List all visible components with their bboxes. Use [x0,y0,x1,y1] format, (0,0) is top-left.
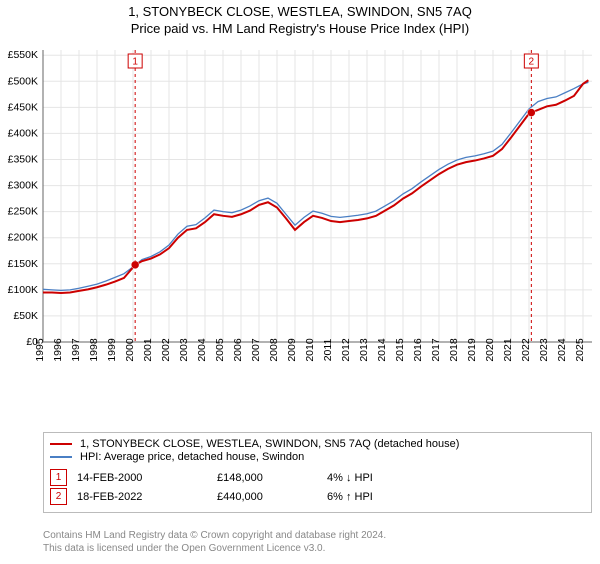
svg-text:£350K: £350K [8,154,38,166]
svg-text:2019: 2019 [466,338,478,362]
svg-text:2025: 2025 [574,338,586,362]
info-box: 1, STONYBECK CLOSE, WESTLEA, SWINDON, SN… [43,432,592,513]
footer-line-2: This data is licensed under the Open Gov… [43,543,592,556]
svg-text:2023: 2023 [538,338,550,362]
legend-swatch [50,456,72,458]
svg-text:£500K: £500K [8,75,38,87]
legend-item: HPI: Average price, detached house, Swin… [50,451,585,463]
svg-text:2006: 2006 [232,338,244,362]
legend: 1, STONYBECK CLOSE, WESTLEA, SWINDON, SN… [50,438,585,463]
svg-text:1997: 1997 [70,338,82,362]
sale-row: 1 14-FEB-2000£148,0004% ↓ HPI [50,469,585,486]
svg-text:2012: 2012 [340,338,352,362]
svg-text:2008: 2008 [268,338,280,362]
title-subtitle: Price paid vs. HM Land Registry's House … [0,21,600,36]
svg-text:2016: 2016 [412,338,424,362]
svg-text:2004: 2004 [196,338,208,362]
svg-text:2000: 2000 [124,338,136,362]
svg-text:2002: 2002 [160,338,172,362]
svg-text:2021: 2021 [502,338,514,362]
svg-text:2010: 2010 [304,338,316,362]
price-chart: £0£50K£100K£150K£200K£250K£300K£350K£400… [0,46,600,384]
svg-text:2: 2 [529,57,535,68]
sale-price: £148,000 [217,472,327,484]
svg-text:1996: 1996 [52,338,64,362]
legend-label: 1, STONYBECK CLOSE, WESTLEA, SWINDON, SN… [80,438,459,450]
svg-text:2020: 2020 [484,338,496,362]
svg-text:£450K: £450K [8,101,38,113]
legend-swatch [50,443,72,445]
svg-text:£100K: £100K [8,284,38,296]
sale-delta: 6% ↑ HPI [327,491,373,503]
svg-text:2018: 2018 [448,338,460,362]
sale-price: £440,000 [217,491,327,503]
footer-line-1: Contains HM Land Registry data © Crown c… [43,530,592,543]
svg-text:2007: 2007 [250,338,262,362]
svg-text:2015: 2015 [394,338,406,362]
svg-text:1999: 1999 [106,338,118,362]
svg-text:1995: 1995 [34,338,46,362]
footer-attribution: Contains HM Land Registry data © Crown c… [43,530,592,555]
svg-text:2001: 2001 [142,338,154,362]
sale-marker: 2 [50,488,67,505]
svg-text:2024: 2024 [556,338,568,362]
svg-text:2013: 2013 [358,338,370,362]
legend-label: HPI: Average price, detached house, Swin… [80,451,304,463]
sales-list: 1 14-FEB-2000£148,0004% ↓ HPI 2 18-FEB-2022… [50,469,585,505]
sale-marker: 1 [50,469,67,486]
svg-text:1998: 1998 [88,338,100,362]
svg-text:£250K: £250K [8,206,38,218]
sale-delta: 4% ↓ HPI [327,472,373,484]
svg-text:2017: 2017 [430,338,442,362]
svg-text:£300K: £300K [8,180,38,192]
sale-date: 14-FEB-2000 [77,472,217,484]
svg-text:£550K: £550K [8,49,38,61]
svg-text:£50K: £50K [13,310,38,322]
svg-text:2022: 2022 [520,338,532,362]
title-address: 1, STONYBECK CLOSE, WESTLEA, SWINDON, SN… [0,4,600,19]
svg-text:£200K: £200K [8,232,38,244]
svg-text:2005: 2005 [214,338,226,362]
svg-text:2014: 2014 [376,338,388,362]
svg-text:£400K: £400K [8,127,38,139]
sale-date: 18-FEB-2022 [77,491,217,503]
sale-row: 2 18-FEB-2022£440,0006% ↑ HPI [50,488,585,505]
svg-text:2003: 2003 [178,338,190,362]
svg-text:2009: 2009 [286,338,298,362]
svg-text:2011: 2011 [322,339,334,362]
svg-text:£150K: £150K [8,258,38,270]
legend-item: 1, STONYBECK CLOSE, WESTLEA, SWINDON, SN… [50,438,585,450]
svg-text:1: 1 [132,57,138,68]
